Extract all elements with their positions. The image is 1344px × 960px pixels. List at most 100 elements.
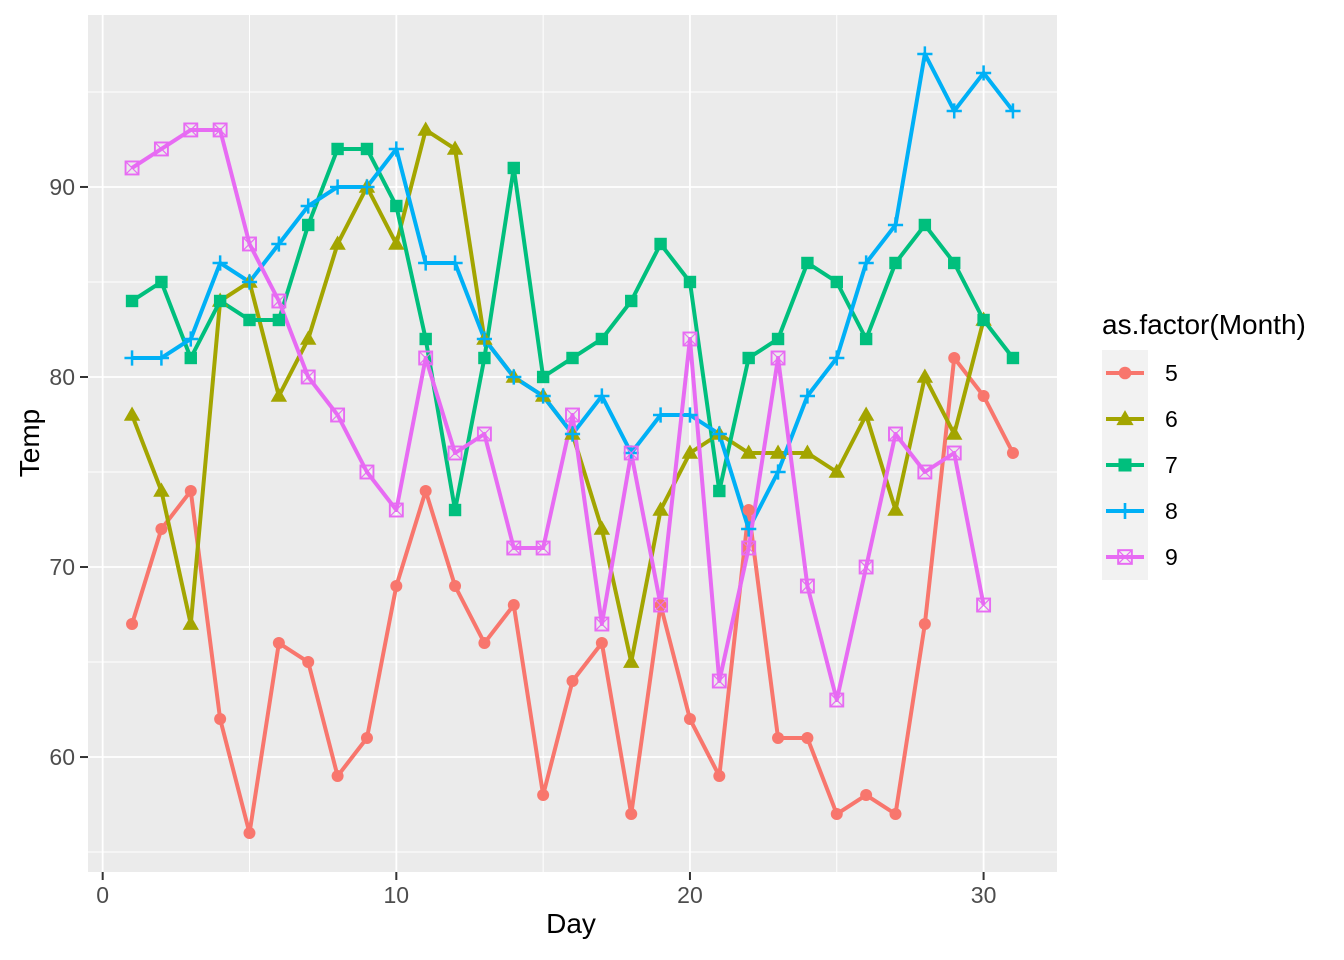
marker-circle (449, 580, 462, 593)
legend-label-8: 8 (1165, 497, 1178, 524)
marker-square-x (330, 407, 346, 423)
marker-circle (155, 523, 168, 536)
marker-square (771, 332, 785, 346)
marker-square-x (153, 141, 169, 157)
marker-plus (212, 255, 228, 271)
marker-triangle (300, 330, 317, 345)
marker-square (625, 294, 638, 308)
marker-triangle (916, 368, 934, 383)
legend-item-month-8: 8 (1102, 488, 1342, 534)
marker-square (507, 161, 520, 175)
marker-triangle (123, 406, 141, 421)
marker-circle (918, 618, 931, 631)
marker-plus (741, 521, 757, 537)
marker-plus (241, 274, 258, 290)
marker-square-x (653, 597, 669, 613)
legend-label-9: 9 (1165, 543, 1178, 570)
marker-triangle (623, 653, 640, 668)
marker-circle (595, 637, 608, 650)
marker-square (566, 351, 579, 365)
marker-circle (713, 770, 726, 783)
marker-square (654, 237, 667, 251)
legend-label-5: 5 (1165, 359, 1178, 386)
marker-square-x (476, 426, 492, 442)
marker-square-x (976, 597, 992, 613)
marker-triangle (652, 501, 669, 516)
legend-items: 5 6 7 8 9 (1102, 350, 1342, 580)
marker-plus (535, 388, 551, 404)
marker-square-x (447, 445, 463, 461)
marker-plus (711, 426, 727, 442)
y-tick-label: 90 (49, 174, 75, 200)
marker-circle (772, 732, 785, 745)
marker-square-x (271, 293, 287, 309)
marker-plus (183, 331, 199, 347)
marker-triangle (946, 425, 963, 440)
marker-plus (858, 255, 874, 271)
marker-square-x (300, 369, 316, 385)
marker-circle (390, 580, 403, 593)
legend-item-month-5: 5 (1102, 350, 1342, 396)
series-points-8 (124, 46, 1021, 537)
marker-plus (418, 255, 434, 271)
marker-plus (682, 407, 698, 423)
marker-plus (652, 407, 669, 423)
marker-square (859, 332, 873, 346)
marker-circle (419, 485, 432, 498)
y-tick-label: 80 (49, 364, 75, 390)
legend-item-month-6: 6 (1102, 396, 1342, 442)
marker-square (478, 351, 491, 365)
marker-square-x (418, 350, 434, 366)
marker-square-x (359, 464, 375, 480)
marker-square-x (682, 331, 698, 347)
series-points-9 (124, 122, 992, 708)
legend-label-7: 7 (1165, 451, 1178, 478)
marker-circle (977, 389, 990, 402)
x-tick-label: 30 (971, 882, 997, 908)
marker-square (742, 351, 755, 365)
marker-triangle (681, 444, 699, 459)
marker-plus (799, 388, 816, 404)
marker-plus (476, 331, 493, 347)
marker-square (125, 294, 139, 308)
legend-key-8 (1102, 488, 1148, 534)
marker-circle (243, 827, 256, 840)
marker-circle (331, 770, 344, 783)
marker-square (536, 370, 550, 384)
marker-triangle (799, 444, 816, 459)
marker-triangle (417, 121, 434, 136)
marker-square-x (565, 407, 580, 423)
marker-square (683, 275, 697, 289)
marker-square (184, 351, 197, 365)
marker-triangle (593, 520, 611, 535)
legend-key-5 (1102, 350, 1148, 396)
marker-plus (564, 426, 581, 442)
marker-plus (975, 65, 992, 81)
marker-square (243, 313, 256, 327)
marker-plus (300, 198, 316, 214)
marker-triangle (153, 482, 170, 497)
marker-circle (948, 351, 961, 364)
x-axis-title: Day (546, 908, 596, 939)
marker-circle (801, 732, 814, 745)
marker-plus (329, 179, 346, 195)
marker-square (360, 142, 374, 156)
legend-key-6 (1102, 396, 1148, 442)
marker-square (390, 199, 403, 213)
marker-square-x (242, 236, 257, 252)
marker-square-x (858, 559, 874, 575)
marker-triangle (769, 444, 787, 459)
series-line-9 (130, 127, 986, 703)
marker-square-x (388, 502, 404, 518)
marker-circle (889, 808, 902, 821)
marker-plus (359, 179, 375, 195)
marker-square-x (888, 426, 903, 442)
marker-square-x (917, 464, 933, 480)
marker-square (155, 275, 168, 289)
x-tick-label: 0 (96, 882, 109, 908)
legend-key-7 (1102, 442, 1148, 488)
legend-item-month-9: 9 (1102, 534, 1342, 580)
marker-square (272, 313, 286, 327)
